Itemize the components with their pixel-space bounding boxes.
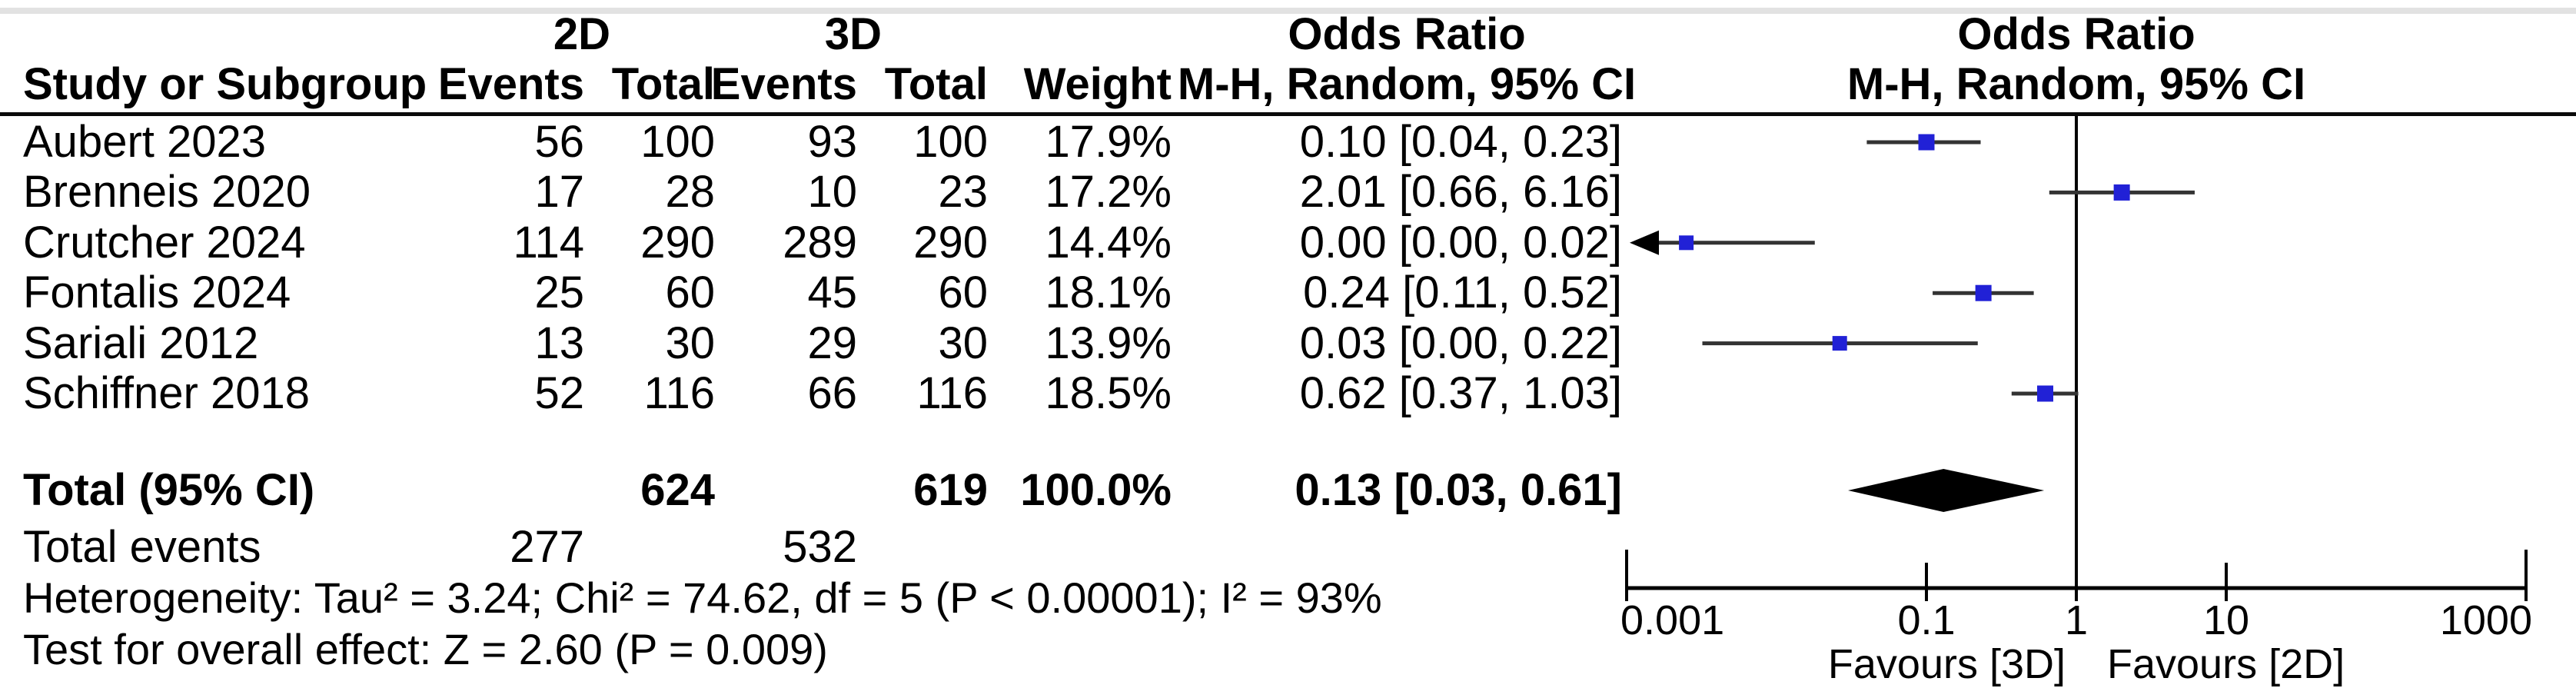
events-3d-value: 66: [807, 368, 857, 418]
weight-value: 17.2%: [1045, 167, 1172, 217]
total-3d-value: 23: [938, 167, 988, 217]
or-ci-value: 0.10 [0.04, 0.23]: [1299, 117, 1622, 167]
total-2d-value: 30: [665, 318, 715, 368]
total-3d-value: 290: [913, 218, 988, 268]
figure-top-border: [0, 8, 2576, 14]
events-2d-value: 52: [534, 368, 584, 418]
axis-tick-label: 10: [2203, 597, 2249, 643]
effect-marker: [1832, 336, 1847, 351]
or-ci-value: 0.00 [0.00, 0.02]: [1299, 218, 1622, 268]
total-3d-value: 60: [938, 268, 988, 317]
effect-marker: [2113, 184, 2130, 201]
weight-value: 18.1%: [1045, 268, 1172, 317]
effect-marker: [1918, 134, 1935, 151]
study-name: Fontalis 2024: [23, 268, 291, 317]
favours-left-label: Favours [3D]: [1828, 641, 2066, 687]
study-name: Crutcher 2024: [23, 218, 306, 268]
effect-marker: [1679, 235, 1694, 251]
total-events-3d: 532: [783, 522, 857, 572]
total-row-label: Total (95% CI): [23, 465, 315, 515]
events-2d-value: 56: [534, 117, 584, 167]
or-ci-value: 0.62 [0.37, 1.03]: [1299, 368, 1622, 418]
total-3d-value: 100: [913, 117, 988, 167]
total-2d-value: 28: [665, 167, 715, 217]
study-name: Brenneis 2020: [23, 167, 311, 217]
heterogeneity-stats: Heterogeneity: Tau² = 3.24; Chi² = 74.62…: [23, 573, 1382, 622]
col-header-events-3d: Events: [710, 59, 857, 109]
weight-value: 18.5%: [1045, 368, 1172, 418]
total-3d-value: 116: [916, 368, 988, 418]
effect-marker: [1975, 284, 1992, 301]
axis-tick-label: 1: [2065, 597, 2088, 643]
total-2d-value: 60: [665, 268, 715, 317]
study-name: Sariali 2012: [23, 318, 259, 368]
events-2d-value: 114: [513, 218, 584, 268]
total-2d-value: 290: [640, 218, 715, 268]
col-title-or-text: Odds Ratio: [1288, 9, 1526, 59]
events-3d-value: 289: [783, 218, 857, 268]
events-3d-value: 93: [807, 117, 857, 167]
weight-value: 17.9%: [1045, 117, 1172, 167]
col-group-3d: 3D: [824, 9, 882, 59]
weight-value: 14.4%: [1045, 218, 1172, 268]
header-rule: [0, 112, 2576, 116]
axis-tick-label: 0.1: [1897, 597, 1955, 643]
or-ci-value: 2.01 [0.66, 6.16]: [1299, 167, 1622, 217]
events-2d-value: 13: [534, 318, 584, 368]
axis-tick-label: 0.001: [1620, 597, 1724, 643]
total-or-ci: 0.13 [0.03, 0.61]: [1295, 465, 1622, 515]
col-header-events-2d: Events: [437, 59, 584, 109]
col-header-study: Study or Subgroup: [23, 59, 427, 109]
total-2d-value: 116: [643, 368, 715, 418]
total-3d-value: 30: [938, 318, 988, 368]
col-header-total-2d: Total: [611, 59, 715, 109]
events-2d-value: 25: [534, 268, 584, 317]
col-title-or-plot: Odds Ratio: [1957, 9, 2195, 59]
total-diamond: [1848, 469, 2045, 512]
total-events-label: Total events: [23, 522, 261, 572]
total-2d-value: 100: [640, 117, 715, 167]
events-2d-value: 17: [534, 167, 584, 217]
events-3d-value: 45: [807, 268, 857, 317]
total-2d-value: 624: [640, 465, 715, 515]
or-ci-value: 0.03 [0.00, 0.22]: [1299, 318, 1622, 368]
or-ci-value: 0.24 [0.11, 0.52]: [1303, 268, 1622, 317]
col-group-2d: 2D: [553, 9, 611, 59]
effect-marker: [2037, 385, 2054, 402]
forest-plot-canvas: 0.001 0.1 1 10 1000 Favours [3D] Favours [2D]: [1620, 116, 2532, 687]
ci-arrow-left: [1630, 230, 1659, 255]
overall-effect-test: Test for overall effect: Z = 2.60 (P = 0…: [23, 625, 828, 673]
weight-value: 13.9%: [1045, 318, 1172, 368]
total-events-2d: 277: [510, 522, 584, 572]
study-name: Schiffner 2018: [23, 368, 310, 418]
total-3d-value: 619: [913, 465, 988, 515]
col-header-method-plot: M-H, Random, 95% CI: [1846, 59, 2306, 109]
col-header-weight: Weight: [1023, 59, 1172, 109]
col-header-method-text: M-H, Random, 95% CI: [1177, 59, 1637, 109]
events-3d-value: 29: [807, 318, 857, 368]
total-weight: 100.0%: [1020, 465, 1172, 515]
col-header-total-3d: Total: [884, 59, 988, 109]
events-3d-value: 10: [807, 167, 857, 217]
favours-right-label: Favours [2D]: [2107, 641, 2345, 687]
axis-tick-label: 1000: [2440, 597, 2532, 643]
study-name: Aubert 2023: [23, 117, 267, 167]
